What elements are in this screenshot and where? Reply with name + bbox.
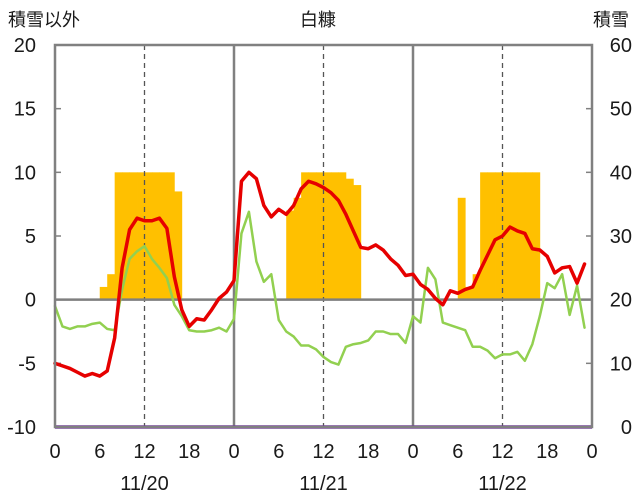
left-y-tick-label: -5 (18, 353, 36, 375)
x-tick-label: 12 (133, 441, 155, 463)
snow-depth-bar (293, 197, 302, 300)
snow-depth-bar (524, 172, 533, 300)
snow-depth-bar (129, 172, 138, 300)
x-tick-label: 18 (357, 441, 379, 463)
snow-depth-bar (144, 172, 153, 300)
temperature-line (53, 170, 587, 378)
x-tick-label: 12 (312, 441, 334, 463)
snow-depth-bar (480, 172, 488, 300)
snow-depth-bar (137, 172, 145, 300)
snow-depth-bar (487, 172, 496, 300)
right-y-tick-label: 30 (610, 226, 632, 248)
snow-depth-bar (330, 172, 339, 300)
x-tick-label: 18 (178, 441, 200, 463)
snow-depth-bar (502, 172, 511, 300)
date-label: 11/20 (120, 473, 169, 495)
snow-depth-bar (509, 172, 518, 300)
left-y-tick-label: 15 (14, 99, 36, 121)
snow-depth-bar (457, 197, 466, 300)
left-y-tick-label: 10 (14, 162, 36, 184)
x-tick-label: 6 (94, 441, 105, 463)
x-tick-label: 6 (452, 441, 463, 463)
date-label: 11/22 (478, 473, 527, 495)
left-y-tick-label: -10 (7, 417, 36, 439)
snow-depth-bar (159, 172, 168, 300)
right-y-tick-label: 60 (610, 35, 632, 57)
left-y-tick-label: 20 (14, 35, 36, 57)
x-tick-label: 6 (273, 441, 284, 463)
left-y-tick-labels: 20 15 10 5 0 -5 -10 (7, 35, 36, 439)
right-y-tick-label: 20 (610, 290, 632, 312)
x-tick-labels: 0 6 12 18 0 6 12 18 0 6 12 18 0 (49, 441, 597, 463)
date-labels: 11/20 11/21 11/22 (120, 473, 527, 495)
x-tick-label: 0 (586, 441, 597, 463)
right-y-tick-label: 40 (610, 162, 632, 184)
snow-depth-bar (517, 172, 526, 300)
snow-depth-bar (532, 172, 541, 300)
snow-depth-bar (338, 172, 347, 300)
snow-depth-bar (308, 172, 317, 300)
right-y-tick-label: 50 (610, 99, 632, 121)
chart-title: 白糠 (300, 9, 336, 30)
dew-point-line (53, 210, 586, 366)
right-y-tick-label: 10 (610, 353, 632, 375)
snow-depth-bar (174, 191, 183, 300)
x-tick-label: 18 (536, 441, 558, 463)
snow-depth-bar (345, 178, 354, 300)
snow-depth-bar (323, 172, 332, 300)
snow-depth-bar (122, 172, 130, 300)
date-label: 11/21 (299, 473, 348, 495)
x-tick-label: 0 (407, 441, 418, 463)
snow-depth-bar (465, 286, 474, 300)
snow-depth-bar (286, 210, 295, 300)
x-tick-label: 0 (49, 441, 60, 463)
x-tick-label: 0 (228, 441, 239, 463)
left-y-tick-label: 5 (25, 226, 36, 248)
right-y-tick-label: 0 (621, 417, 632, 439)
plot-border (53, 43, 594, 429)
left-axis-label: 積雪以外 (8, 10, 80, 30)
left-y-tick-label: 0 (25, 290, 36, 312)
snow-depth-bar (151, 172, 160, 300)
snow-depth-bar (107, 274, 116, 300)
snow-depth-bar (166, 172, 175, 300)
snow-depth-bar (114, 172, 123, 300)
right-axis-label: 積雪 (593, 10, 629, 30)
snow-depth-bar (316, 172, 324, 300)
snow-depth-bar (301, 172, 309, 300)
right-y-tick-labels: 60 50 40 30 20 10 0 (610, 35, 632, 439)
snow-depth-bar (99, 286, 108, 300)
plot-frame (53, 43, 594, 429)
snow-depth-bar (472, 274, 481, 300)
x-tick-label: 12 (491, 441, 513, 463)
